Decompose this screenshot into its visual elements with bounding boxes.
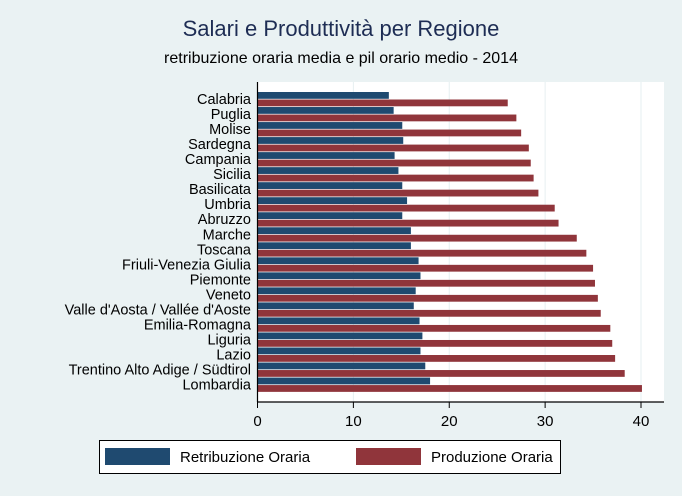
category-label: Molise xyxy=(209,122,251,138)
bar-produzione xyxy=(257,189,539,197)
chart-subtitle: retribuzione oraria media e pil orario m… xyxy=(164,50,518,67)
bar-produzione xyxy=(257,385,642,392)
bar-retribuzione xyxy=(257,197,408,205)
x-tick-label: 20 xyxy=(441,413,458,430)
bar-produzione xyxy=(257,204,555,212)
bar-retribuzione xyxy=(257,212,403,220)
bar-produzione xyxy=(257,174,534,182)
legend-label-produzione: Produzione Oraria xyxy=(431,449,553,466)
bar-retribuzione xyxy=(257,107,394,114)
bar-produzione xyxy=(257,144,529,152)
legend-label-retribuzione: Retribuzione Oraria xyxy=(180,449,311,466)
category-label: Piemonte xyxy=(190,272,251,288)
category-label: Trentino Alto Adige / Südtirol xyxy=(69,363,251,379)
x-tick-label: 30 xyxy=(537,413,554,430)
x-tick-label: 10 xyxy=(345,413,362,430)
bar-produzione xyxy=(257,219,559,227)
category-label: Friuli-Venezia Giulia xyxy=(122,257,252,273)
category-label: Puglia xyxy=(211,107,252,123)
bar-retribuzione xyxy=(257,122,403,129)
category-label: Lazio xyxy=(216,348,251,364)
bar-retribuzione xyxy=(257,332,423,340)
bar-produzione xyxy=(257,264,594,272)
category-label: Campania xyxy=(185,152,252,168)
category-label: Veneto xyxy=(206,287,251,303)
bar-retribuzione xyxy=(257,287,416,295)
bar-retribuzione xyxy=(257,272,421,280)
bar-retribuzione xyxy=(257,377,431,385)
bar-produzione xyxy=(257,370,625,377)
chart-title: Salari e Produttività per Regione xyxy=(182,16,500,41)
bar-retribuzione xyxy=(257,347,421,355)
bar-produzione xyxy=(257,324,611,332)
category-label: Valle d'Aosta / Vallée d'Aoste xyxy=(65,302,251,318)
bar-produzione xyxy=(257,99,508,107)
category-label: Calabria xyxy=(197,92,252,108)
bar-produzione xyxy=(257,234,577,242)
category-label: Sicilia xyxy=(213,167,252,183)
category-label: Lombardia xyxy=(182,378,251,394)
bar-retribuzione xyxy=(257,362,426,370)
bar-produzione xyxy=(257,355,616,362)
bar-produzione xyxy=(257,309,601,317)
bar-retribuzione xyxy=(257,257,419,265)
category-label: Basilicata xyxy=(189,182,252,198)
bar-produzione xyxy=(257,339,613,347)
x-tick-label: 40 xyxy=(633,413,650,430)
bar-retribuzione xyxy=(257,92,389,99)
category-label: Marche xyxy=(203,227,251,243)
legend: Retribuzione Oraria Produzione Oraria xyxy=(99,440,561,474)
category-label: Toscana xyxy=(197,242,252,258)
bar-chart: CalabriaPugliaMoliseSardegnaCampaniaSici… xyxy=(65,82,664,430)
bar-produzione xyxy=(257,279,595,287)
bar-retribuzione xyxy=(257,227,411,235)
bar-produzione xyxy=(257,129,522,137)
bar-produzione xyxy=(257,294,598,302)
legend-swatch-produzione xyxy=(356,448,421,465)
bar-retribuzione xyxy=(257,167,399,174)
bar-retribuzione xyxy=(257,302,414,310)
bar-produzione xyxy=(257,114,517,122)
category-label: Liguria xyxy=(207,332,251,348)
category-label: Sardegna xyxy=(188,137,252,153)
category-label: Abruzzo xyxy=(198,212,251,228)
bar-retribuzione xyxy=(257,182,403,189)
bar-produzione xyxy=(257,249,587,257)
bar-retribuzione xyxy=(257,242,411,250)
bar-retribuzione xyxy=(257,152,395,159)
legend-swatch-retribuzione xyxy=(105,448,170,465)
bar-produzione xyxy=(257,159,531,167)
category-label: Umbria xyxy=(204,197,252,213)
bar-retribuzione xyxy=(257,317,420,325)
bar-retribuzione xyxy=(257,137,404,144)
category-label: Emilia-Romagna xyxy=(144,317,252,333)
x-tick-label: 0 xyxy=(253,413,261,430)
